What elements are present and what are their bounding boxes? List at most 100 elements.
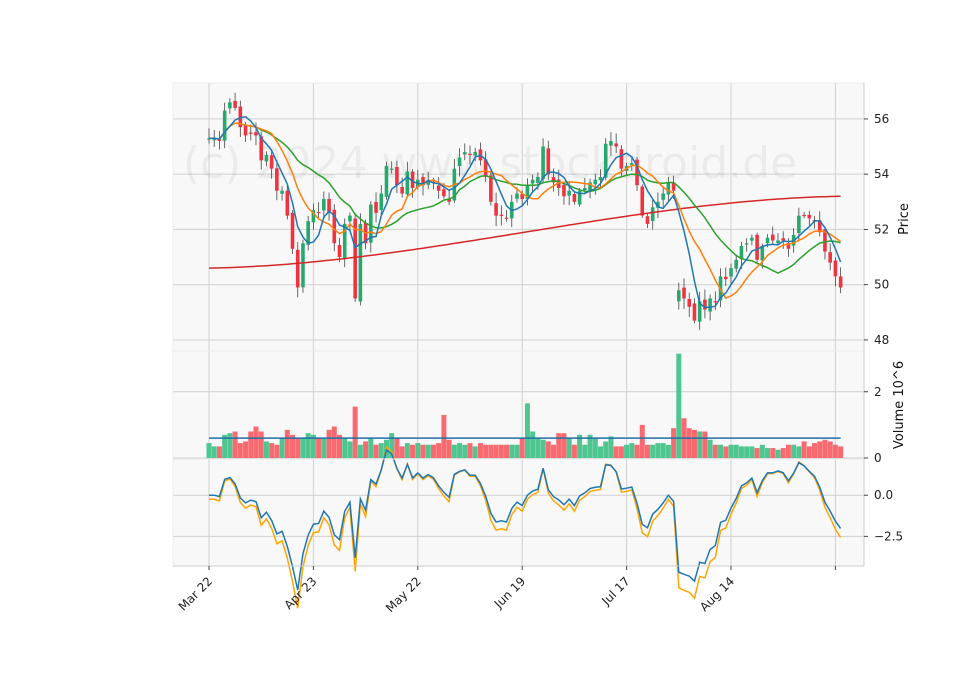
candle-body	[781, 238, 785, 241]
candle-body	[384, 165, 389, 197]
volume-bar	[483, 444, 489, 458]
candle-body	[316, 211, 321, 214]
candle-body	[797, 215, 801, 234]
candle-body	[337, 244, 342, 258]
volume-bar	[258, 431, 264, 458]
volume-bar	[253, 426, 259, 458]
volume-bar	[321, 438, 327, 458]
volume-bar	[691, 429, 697, 458]
candle-body	[457, 157, 462, 167]
candle-body	[269, 155, 274, 169]
volume-bar	[749, 446, 755, 458]
candle-body	[342, 223, 347, 259]
volume-bar	[248, 431, 254, 458]
candle-body	[609, 141, 613, 146]
volume-bar	[806, 446, 812, 458]
volume-bar	[759, 444, 765, 458]
volume-bar	[540, 439, 546, 458]
volume-bar	[498, 444, 504, 458]
ma-line-slow	[209, 122, 841, 274]
candle-body	[593, 179, 598, 185]
candle-body	[556, 179, 561, 188]
candle-body	[353, 218, 357, 299]
ma-line-mid	[209, 122, 842, 300]
volume-bar	[331, 426, 337, 458]
price-tick-label: 56	[874, 112, 889, 126]
volume-bar	[545, 441, 551, 458]
candle-body	[436, 185, 441, 191]
volume-bar	[415, 443, 421, 458]
candle-body	[389, 168, 394, 170]
candle-body	[828, 252, 832, 263]
price-axis-label: Price	[897, 203, 912, 235]
candle-body	[369, 204, 373, 243]
volume-bar	[733, 444, 739, 458]
candle-body	[295, 249, 300, 288]
volume-bar	[493, 444, 499, 458]
moving-averages	[208, 115, 842, 309]
volume-bar	[728, 444, 734, 458]
candle-body	[515, 193, 519, 199]
volume-bar	[279, 438, 285, 458]
volume-bar	[284, 429, 290, 458]
volume-bar	[467, 443, 473, 458]
candle-body	[494, 203, 498, 216]
candle-body	[541, 146, 545, 179]
volume-bar	[723, 446, 729, 458]
candle-body	[275, 168, 279, 191]
volume-bar	[577, 434, 583, 458]
volume-panel	[206, 353, 844, 458]
candle-body	[645, 216, 650, 224]
volume-bar	[775, 449, 781, 458]
indicator-line-1	[209, 448, 842, 591]
candle-body	[807, 214, 812, 219]
candle-body	[583, 187, 587, 191]
volume-bar	[582, 444, 588, 458]
volume-bar	[702, 431, 708, 458]
volume-bar	[551, 444, 557, 458]
candle-body	[640, 186, 645, 216]
candle-body	[243, 125, 248, 136]
candle-body	[421, 176, 425, 186]
candle-body	[290, 212, 295, 249]
candle-body	[530, 179, 535, 184]
indicator-line-2	[209, 445, 842, 609]
candle-body	[682, 287, 686, 299]
volume-bar	[791, 444, 797, 458]
candle-body	[713, 301, 718, 303]
candle-body	[598, 176, 603, 181]
volume-bar	[488, 444, 494, 458]
candle-body	[504, 217, 509, 219]
volume-bar	[613, 446, 619, 458]
volume-bar	[566, 438, 572, 458]
volume-bar	[274, 444, 280, 458]
candle-body	[348, 215, 352, 222]
volume-bar	[618, 446, 624, 458]
candle-body	[562, 184, 566, 197]
volume-bar	[347, 441, 353, 458]
volume-bar	[295, 438, 301, 458]
candle-body	[765, 237, 770, 244]
candle-body	[677, 290, 681, 302]
volume-bar	[556, 433, 562, 458]
candle-body	[400, 187, 404, 194]
candle-body	[572, 193, 577, 202]
volume-bar	[342, 438, 348, 458]
candle-body	[551, 177, 556, 183]
volume-bar	[707, 439, 713, 458]
candle-body	[489, 175, 493, 202]
volume-bar	[676, 353, 682, 458]
candle-body	[536, 176, 540, 183]
volume-panel-bg	[173, 351, 864, 459]
volume-bar	[822, 439, 828, 458]
candle-body	[588, 182, 592, 191]
volume-bar	[404, 443, 410, 458]
volume-bar	[300, 438, 306, 458]
candle-body	[723, 276, 728, 280]
volume-bar	[665, 444, 671, 458]
volume-bar	[263, 441, 269, 458]
volume-bar	[697, 431, 703, 458]
volume-bar	[796, 446, 802, 458]
candle-body	[692, 303, 697, 321]
candle-body	[233, 100, 237, 108]
